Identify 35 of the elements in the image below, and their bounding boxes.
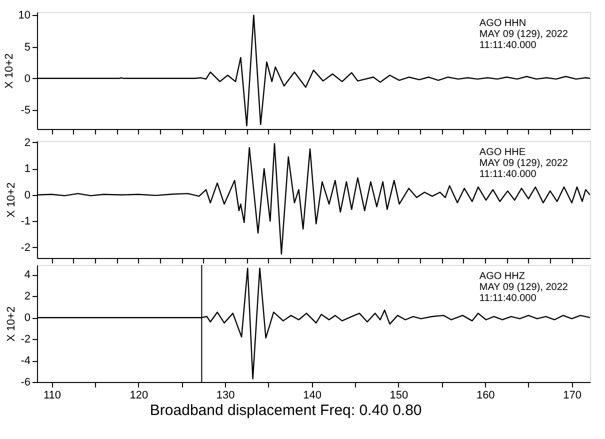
y-tick-label: 4 (24, 269, 30, 282)
y-tick-label: -2 (20, 242, 30, 254)
y-tick-label: 2 (24, 136, 30, 149)
annotation: 11:11:40.000 (479, 293, 537, 304)
y-tick-label: -5 (20, 104, 30, 117)
y-tick-label: -2 (20, 334, 30, 346)
x-tick-label: 160 (476, 390, 495, 402)
annotation: AGO HHE (479, 147, 526, 158)
y-tick-label: 2 (24, 290, 30, 303)
x-tick-label: 140 (303, 390, 322, 402)
y-tick-label: 5 (24, 41, 30, 54)
y-axis-title: X 10+2 (6, 182, 18, 218)
x-tick-label: 170 (563, 390, 582, 402)
y-tick-label: -4 (20, 355, 30, 368)
x-tick-label: 130 (216, 390, 235, 402)
x-tick-label: 120 (130, 390, 148, 402)
annotation: AGO HHZ (479, 271, 525, 282)
x-tick-label: 150 (390, 390, 408, 402)
annotation: 11:11:40.000 (479, 40, 537, 51)
annotation: AGO HHN (479, 18, 526, 29)
x-tick-label: 110 (43, 390, 62, 402)
y-tick-label: 0 (24, 72, 30, 85)
y-tick-label: -6 (20, 376, 30, 388)
y-tick-label: 0 (24, 312, 30, 324)
annotation: 11:11:40.000 (479, 169, 537, 180)
annotation: MAY 09 (129), 2022 (479, 282, 568, 293)
text: Broadband displacement Freq: 0.40 0.80 (150, 402, 422, 419)
y-tick-label: 1 (24, 163, 30, 176)
y-tick-label: -1 (20, 216, 30, 228)
y-tick-label: 0 (24, 189, 30, 202)
y-axis-title: X 10+2 (3, 53, 16, 89)
annotation: MAY 09 (129), 2022 (479, 158, 568, 169)
annotation: MAY 09 (129), 2022 (479, 29, 568, 40)
y-tick-label: 10 (18, 10, 30, 22)
y-axis-title: X 10+2 (6, 306, 18, 342)
